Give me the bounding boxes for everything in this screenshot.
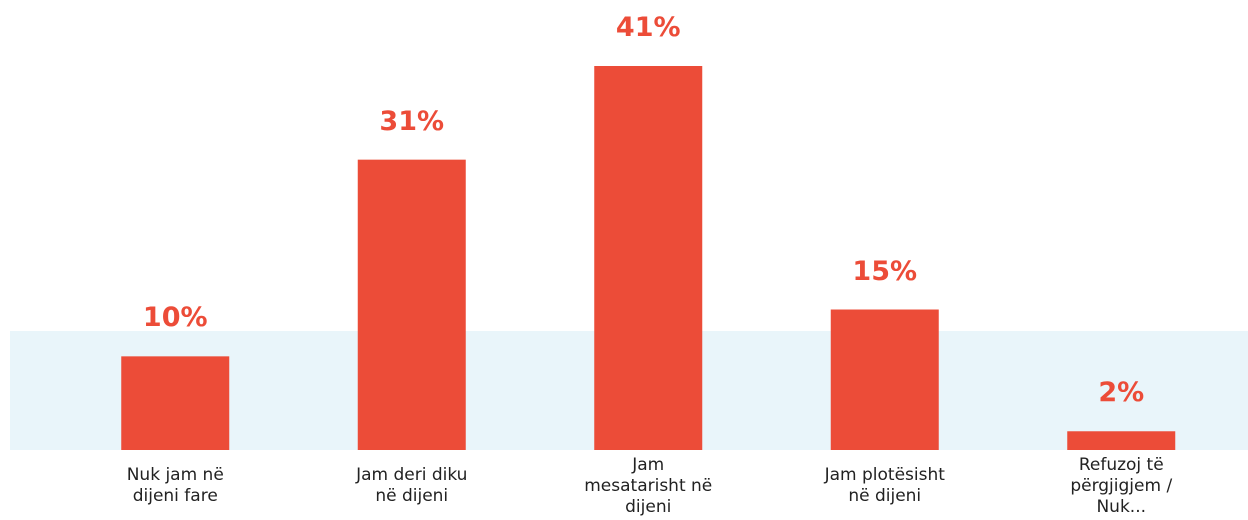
value-label: 41%	[615, 12, 681, 43]
bar	[1067, 431, 1176, 450]
x-tick-label: Nuk jam në dijeni fare	[126, 465, 224, 506]
bar	[357, 159, 466, 450]
value-label: 31%	[379, 105, 445, 137]
x-tick-label: Jam mesatarisht në dijeni	[584, 454, 713, 517]
x-tick-label: Jam plotësisht në dijeni	[824, 465, 945, 506]
x-tick-label: Jam deri diku në dijeni	[356, 465, 468, 506]
x-tick-label: Refuzoj të përgjigjem / Nuk...	[1070, 454, 1173, 517]
value-label: 2%	[1098, 377, 1145, 409]
value-label: 10%	[142, 302, 208, 334]
bar	[830, 309, 939, 450]
bar	[594, 66, 703, 450]
value-label: 15%	[852, 255, 918, 287]
bar	[121, 356, 230, 450]
